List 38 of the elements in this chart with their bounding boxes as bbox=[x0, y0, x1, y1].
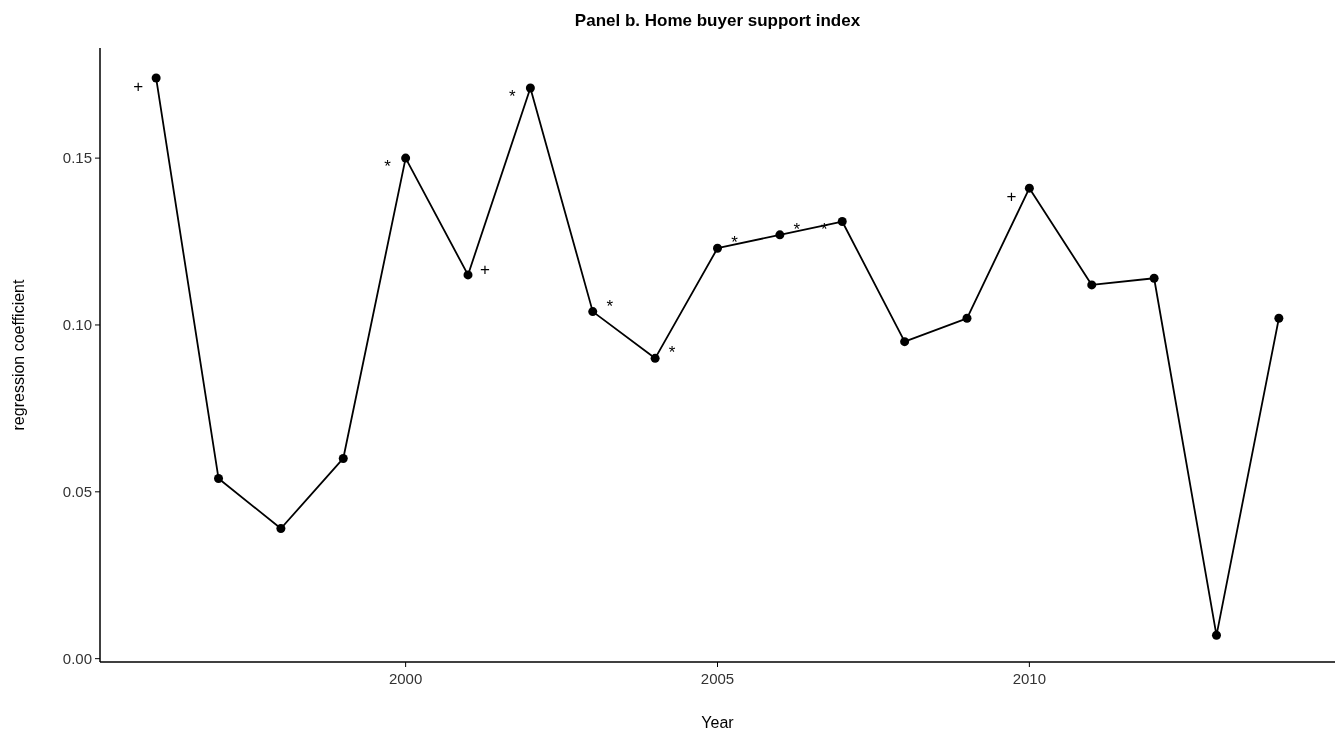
point bbox=[463, 270, 473, 280]
annotation: * bbox=[384, 157, 392, 177]
y-tick-label: 0.10 bbox=[62, 316, 92, 334]
y-tick-label: 0.00 bbox=[62, 649, 92, 667]
point bbox=[713, 243, 722, 253]
point bbox=[276, 524, 286, 534]
point bbox=[401, 153, 411, 163]
point bbox=[837, 217, 847, 227]
point bbox=[588, 307, 598, 317]
y-tick-label: 0.05 bbox=[62, 483, 92, 501]
y-axis-title: regression coefficient bbox=[10, 279, 27, 431]
annotation: + bbox=[480, 259, 491, 279]
point bbox=[1274, 313, 1284, 323]
point bbox=[650, 353, 660, 363]
point bbox=[214, 473, 224, 483]
x-tick-label: 2000 bbox=[388, 670, 423, 687]
annotation: + bbox=[133, 76, 144, 96]
point bbox=[775, 230, 785, 240]
point bbox=[962, 313, 972, 323]
point bbox=[900, 337, 910, 347]
point bbox=[1024, 183, 1034, 193]
point bbox=[525, 83, 535, 93]
x-tick-label: 2010 bbox=[1012, 670, 1047, 687]
annotation: * bbox=[509, 86, 517, 106]
point bbox=[1211, 630, 1221, 640]
point bbox=[151, 73, 161, 83]
point bbox=[338, 453, 348, 463]
annotation: + bbox=[1006, 187, 1017, 207]
annotation: * bbox=[731, 233, 739, 253]
annotation: * bbox=[606, 296, 614, 316]
chart-title: Panel b. Home buyer support index bbox=[574, 11, 861, 30]
x-axis-title: Year bbox=[701, 714, 735, 731]
point bbox=[1087, 280, 1097, 290]
annotation: * bbox=[793, 219, 801, 239]
annotation: * bbox=[668, 343, 676, 363]
x-tick-label: 2005 bbox=[700, 670, 735, 687]
point bbox=[1149, 273, 1159, 283]
y-tick-label: 0.15 bbox=[62, 149, 92, 167]
